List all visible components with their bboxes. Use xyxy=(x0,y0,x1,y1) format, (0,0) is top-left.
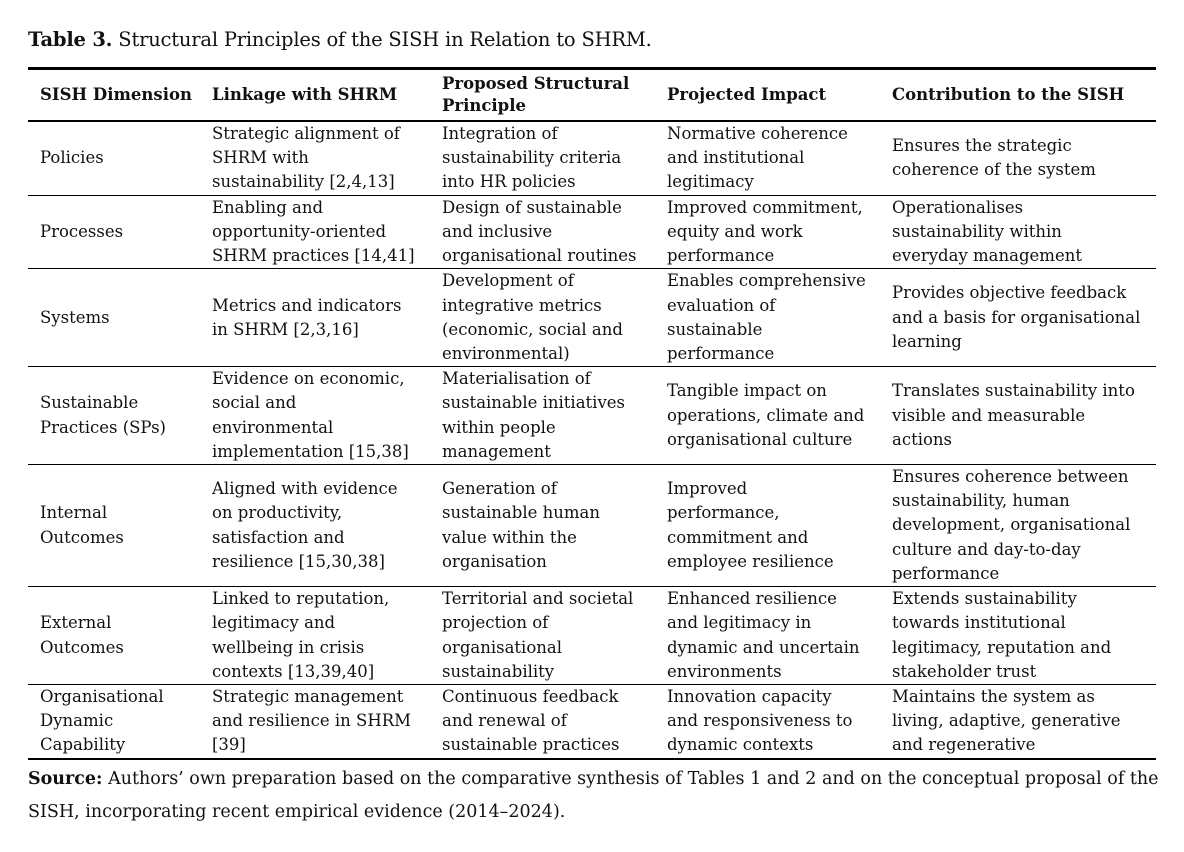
column-header: Contribution to the SISH xyxy=(892,85,1125,104)
table-row: Organisational Dynamic Capability Strateg… xyxy=(28,685,1156,759)
table-cell: Linked to reputation, legitimacy and wel… xyxy=(212,589,390,681)
structural-principles-table: SISH Dimension Linkage with SHRM Proposed … xyxy=(28,67,1156,760)
table-cell: Operationalises sustainability within ev… xyxy=(892,197,1082,266)
table-cell: Design of sustainable and inclusive orga… xyxy=(442,197,637,266)
table-cell: Normative coherence and institutional le… xyxy=(667,124,848,192)
table-row: External Outcomes Linked to reputation, l… xyxy=(28,587,1156,685)
table-cell: Strategic alignment of SHRM with sustain… xyxy=(212,124,400,192)
source-text: Authors’ own preparation based on the co… xyxy=(28,769,1159,822)
table-cell: Organisational Dynamic Capability xyxy=(40,687,164,755)
table-cell: Systems xyxy=(40,307,110,327)
table-cell: Ensures coherence between sustainability… xyxy=(892,467,1131,583)
table-row: Sustainable Practices (SPs) Evidence on e… xyxy=(28,367,1156,465)
column-header: Proposed Structural Principle xyxy=(442,74,630,115)
table-caption: Table 3. Structural Principles of the SI… xyxy=(28,28,652,51)
table-cell: Extends sustainability towards instituti… xyxy=(892,589,1112,681)
table-cell: Tangible impact on operations, climate a… xyxy=(667,381,865,449)
table-cell: Enabling and opportunity-oriented SHRM p… xyxy=(212,197,415,266)
table-cell: Improved performance, commitment and emp… xyxy=(667,479,834,571)
table-cell: Strategic management and resilience in S… xyxy=(212,687,412,755)
table-cell: Enhanced resilience and legitimacy in dy… xyxy=(667,589,860,681)
table-cell: Maintains the system as living, adaptive… xyxy=(892,687,1121,755)
table-cell: Innovation capacity and responsiveness t… xyxy=(667,687,853,755)
column-header: Projected Impact xyxy=(667,85,827,104)
table-cell: Policies xyxy=(40,148,104,168)
table-cell: Ensures the strategic coherence of the s… xyxy=(892,136,1096,180)
table-cell: Aligned with evidence on productivity, s… xyxy=(212,479,398,571)
table-cell: Provides objective feedback and a basis … xyxy=(892,283,1141,351)
table-cell: Territorial and societal projection of o… xyxy=(442,589,634,681)
table-title: Structural Principles of the SISH in Rel… xyxy=(112,28,652,51)
table-cell: Evidence on economic, social and environ… xyxy=(212,369,409,461)
table-row: Processes Enabling and opportunity-orient… xyxy=(28,195,1156,269)
table-label: Table 3. xyxy=(28,28,113,51)
column-header: Linkage with SHRM xyxy=(212,85,398,104)
table-cell: Enables comprehensive evaluation of sust… xyxy=(667,271,866,363)
table-cell: Continuous feedback and renewal of susta… xyxy=(442,687,620,755)
header-row: SISH Dimension Linkage with SHRM Proposed … xyxy=(28,68,1156,121)
source-label: Source: xyxy=(28,769,103,789)
table-row: Systems Metrics and indicators in SHRM [2… xyxy=(28,269,1156,367)
table-cell: Integration of sustainability criteria i… xyxy=(442,124,622,192)
table-source-note: Source: Authors’ own preparation based o… xyxy=(28,763,1168,829)
table-cell: Development of integrative metrics (econ… xyxy=(442,271,623,363)
table-row: Internal Outcomes Aligned with evidence o… xyxy=(28,465,1156,587)
table-row: Policies Strategic alignment of SHRM with… xyxy=(28,121,1156,196)
table-cell: Internal Outcomes xyxy=(40,503,124,547)
table-cell: Metrics and indicators in SHRM [2,3,16] xyxy=(212,295,402,339)
table-cell: Generation of sustainable human value wi… xyxy=(442,479,600,571)
table-cell: Translates sustainability into visible a… xyxy=(892,381,1135,449)
column-header: SISH Dimension xyxy=(40,85,192,104)
table-cell: External Outcomes xyxy=(40,613,124,657)
table-cell: Materialisation of sustainable initiativ… xyxy=(442,369,626,461)
table-cell: Sustainable Practices (SPs) xyxy=(40,393,166,437)
table-cell: Improved commitment, equity and work per… xyxy=(667,197,863,266)
table-cell: Processes xyxy=(40,221,124,241)
